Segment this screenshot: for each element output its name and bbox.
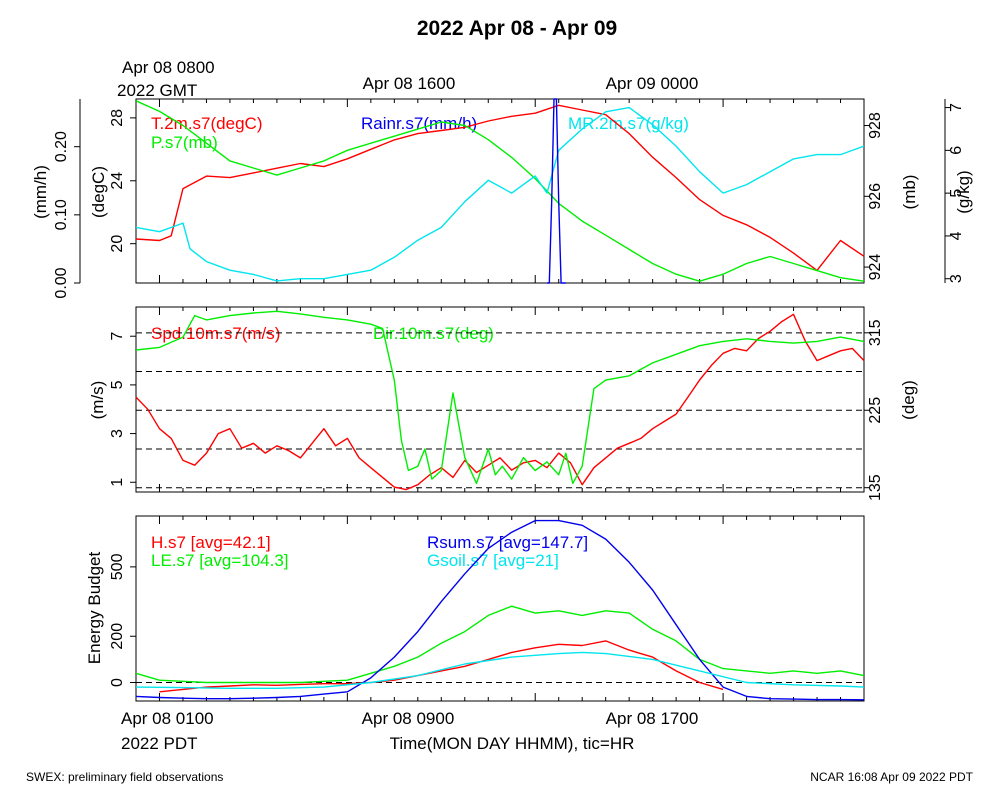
axis-label-wind-speed: (m/s) (88, 381, 107, 420)
axis-label-temperature: (degC) (89, 166, 108, 218)
legend-rain-rate: Rainr.s7(mm/h) (361, 114, 477, 133)
pressure-line (135, 100, 865, 282)
speed-axis-tick-label: 3 (109, 429, 126, 438)
soil-heat-line (135, 651, 865, 689)
legend-pressure: P.s7(mb) (151, 133, 218, 152)
energy-axis-tick-label: 500 (109, 553, 126, 580)
temp-axis-tick-label: 20 (109, 235, 126, 253)
mr-axis-tick-label: 3 (948, 274, 965, 283)
mr-axis-tick-label: 6 (948, 146, 965, 155)
energy-axis-tick-label: 200 (109, 623, 126, 650)
rain-axis-tick-label: 0.00 (53, 267, 70, 298)
speed-axis-tick-label: 7 (109, 332, 126, 341)
mixing-ratio-line (135, 106, 865, 282)
legend-wind-speed: Spd.10m.s7(m/s) (151, 324, 280, 343)
energy-axis-tick-label: 0 (109, 678, 126, 687)
rain-axis-tick-label: 0.20 (53, 131, 70, 162)
axis-label-mixing-ratio: (g/kg) (954, 170, 973, 213)
pres-axis-tick-label: 928 (867, 112, 884, 139)
footer-right: NCAR 16:08 Apr 09 2022 PDT (810, 770, 973, 784)
axis-label-pressure: (mb) (900, 175, 919, 210)
top-time-label-2: Apr 09 0000 (606, 74, 699, 93)
temperature-line (135, 104, 865, 272)
rain-axis-tick-label: 0.10 (53, 199, 70, 230)
latent-heat-line (135, 605, 865, 684)
temp-axis-tick-label: 24 (109, 172, 126, 190)
top-time-label-0: Apr 08 0800 (122, 58, 215, 77)
legend-soil-heat: Gsoil.s7 [avg=21] (427, 551, 559, 570)
axis-label-energy-budget: Energy Budget (85, 551, 104, 664)
legend-temperature: T.2m.s7(degC) (151, 114, 262, 133)
direction-axis-tick-label: 225 (867, 397, 884, 424)
wind-speed-line (135, 313, 865, 491)
bottom-time-zone: 2022 PDT (121, 734, 198, 753)
legend-radiation-sum: Rsum.s7 [avg=147.7] (427, 533, 588, 552)
legend-mixing-ratio: MR.2m.s7(g/kg) (568, 114, 689, 133)
rain-rate-line (547, 98, 566, 284)
legend-latent-heat: LE.s7 [avg=104.3] (151, 551, 289, 570)
direction-axis-tick-label: 135 (867, 474, 884, 501)
mr-axis-tick-label: 5 (948, 189, 965, 198)
legend-sensible-heat: H.s7 [avg=42.1] (151, 533, 271, 552)
bottom-time-label-2: Apr 08 1700 (606, 709, 699, 728)
radiation-sum-line (135, 519, 865, 701)
axis-label-wind-direction: (deg) (899, 380, 918, 420)
legend-wind-direction: Dir.10m.s7(deg) (373, 324, 494, 343)
sensible-heat-line (159, 640, 724, 693)
axis-label-rain: (mm/h) (31, 165, 50, 219)
temp-axis-tick-label: 28 (109, 109, 126, 127)
speed-axis-tick-label: 1 (109, 478, 126, 487)
footer-left: SWEX: preliminary field observations (26, 770, 223, 784)
top-time-zone: 2022 GMT (117, 81, 197, 100)
speed-axis-tick-label: 5 (109, 380, 126, 389)
mr-axis-tick-label: 4 (948, 231, 965, 240)
mr-axis-tick-label: 7 (948, 103, 965, 112)
pres-axis-tick-label: 926 (867, 183, 884, 210)
wind-direction-line (135, 310, 865, 485)
bottom-time-label-1: Apr 08 0900 (362, 709, 455, 728)
top-time-label-1: Apr 08 1600 (363, 74, 456, 93)
bottom-time-label-0: Apr 08 0100 (121, 709, 214, 728)
plot-layer: 0.000.100.202024289249269283456713571352… (53, 98, 965, 702)
chart-title: 2022 Apr 08 - Apr 09 (417, 17, 617, 40)
pres-axis-tick-label: 924 (867, 254, 884, 281)
x-axis-label: Time(MON DAY HHMM), tic=HR (390, 734, 635, 753)
direction-axis-tick-label: 315 (867, 319, 884, 346)
